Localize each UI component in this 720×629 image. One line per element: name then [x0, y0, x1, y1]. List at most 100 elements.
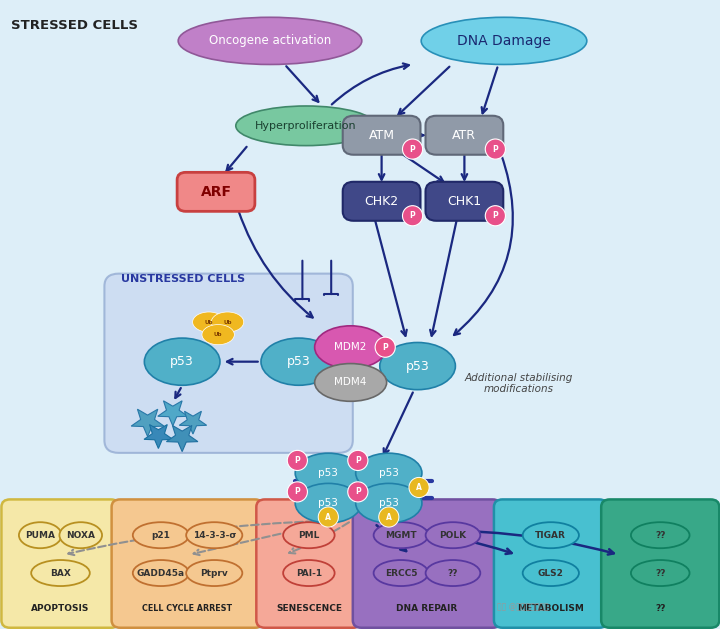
Text: p21: p21: [151, 531, 171, 540]
Ellipse shape: [409, 477, 429, 498]
Ellipse shape: [485, 139, 505, 159]
Polygon shape: [158, 401, 188, 426]
Text: P: P: [492, 145, 498, 153]
Ellipse shape: [485, 206, 505, 226]
FancyBboxPatch shape: [256, 499, 361, 628]
Text: PUMA: PUMA: [25, 531, 55, 540]
Ellipse shape: [283, 522, 335, 548]
Text: METABOLISM: METABOLISM: [518, 604, 584, 613]
Text: Ptprv: Ptprv: [200, 569, 228, 577]
Ellipse shape: [402, 139, 423, 159]
Text: ERCC5: ERCC5: [384, 569, 417, 577]
Ellipse shape: [421, 17, 587, 64]
Text: GLS2: GLS2: [538, 569, 564, 577]
FancyBboxPatch shape: [601, 499, 719, 628]
Ellipse shape: [132, 560, 189, 586]
Ellipse shape: [19, 522, 61, 548]
Text: Ub: Ub: [214, 332, 222, 337]
Text: 知乎 @小熊想回家看雪: 知乎 @小熊想回家看雪: [497, 603, 549, 611]
FancyBboxPatch shape: [343, 116, 420, 155]
Text: Oncogene activation: Oncogene activation: [209, 35, 331, 47]
Text: GADD45a: GADD45a: [137, 569, 185, 577]
Text: MDM4: MDM4: [335, 377, 366, 387]
Text: ??: ??: [655, 604, 665, 613]
Text: P: P: [294, 456, 300, 465]
Ellipse shape: [402, 206, 423, 226]
Text: A: A: [325, 513, 331, 521]
Text: PAI-1: PAI-1: [296, 569, 322, 577]
FancyBboxPatch shape: [343, 182, 420, 221]
FancyBboxPatch shape: [353, 499, 501, 628]
Ellipse shape: [523, 522, 579, 548]
Polygon shape: [166, 425, 198, 452]
Text: A: A: [416, 483, 422, 492]
Text: Ub: Ub: [204, 320, 213, 325]
Text: P: P: [410, 145, 415, 153]
Ellipse shape: [348, 450, 368, 470]
Text: p53: p53: [318, 468, 338, 478]
Text: ??: ??: [448, 569, 458, 577]
Text: ATR: ATR: [452, 129, 477, 142]
Ellipse shape: [186, 560, 243, 586]
Ellipse shape: [31, 560, 90, 586]
Text: Hyperproliferation: Hyperproliferation: [255, 121, 357, 131]
Text: TIGAR: TIGAR: [536, 531, 566, 540]
FancyBboxPatch shape: [104, 274, 353, 453]
Text: p53: p53: [379, 498, 399, 508]
Polygon shape: [131, 409, 164, 437]
Ellipse shape: [375, 337, 395, 357]
Text: ??: ??: [655, 569, 665, 577]
Text: p53: p53: [379, 468, 399, 478]
Ellipse shape: [631, 522, 690, 548]
Ellipse shape: [348, 482, 368, 502]
Ellipse shape: [374, 560, 428, 586]
Ellipse shape: [318, 507, 338, 527]
Text: ATM: ATM: [369, 129, 395, 142]
Text: ARF: ARF: [200, 185, 232, 199]
Text: NOXA: NOXA: [66, 531, 95, 540]
Text: P: P: [382, 343, 388, 352]
Text: DNA Damage: DNA Damage: [457, 34, 551, 48]
Ellipse shape: [283, 560, 335, 586]
Text: STRESSED CELLS: STRESSED CELLS: [11, 19, 138, 32]
Text: A: A: [386, 513, 392, 521]
Text: P: P: [355, 456, 361, 465]
Text: P: P: [355, 487, 361, 496]
Ellipse shape: [295, 453, 361, 493]
Ellipse shape: [287, 450, 307, 470]
FancyBboxPatch shape: [177, 172, 255, 211]
Ellipse shape: [523, 560, 579, 586]
Ellipse shape: [236, 106, 376, 145]
Text: PML: PML: [298, 531, 320, 540]
Text: P: P: [492, 211, 498, 220]
Ellipse shape: [295, 483, 361, 523]
Ellipse shape: [356, 453, 422, 493]
Text: 14-3-3-σ: 14-3-3-σ: [192, 531, 236, 540]
Text: MGMT: MGMT: [385, 531, 417, 540]
Ellipse shape: [426, 560, 480, 586]
FancyBboxPatch shape: [426, 116, 503, 155]
Text: MDM2: MDM2: [335, 342, 366, 352]
Text: P: P: [294, 487, 300, 496]
Ellipse shape: [374, 522, 428, 548]
Text: P: P: [410, 211, 415, 220]
Ellipse shape: [179, 17, 362, 64]
Ellipse shape: [60, 522, 102, 548]
Text: CELL CYCLE ARREST: CELL CYCLE ARREST: [143, 604, 233, 613]
Text: ??: ??: [655, 531, 665, 540]
Ellipse shape: [186, 522, 243, 548]
Text: CHK1: CHK1: [447, 195, 482, 208]
Ellipse shape: [380, 342, 455, 390]
Polygon shape: [179, 411, 207, 434]
Ellipse shape: [379, 507, 399, 527]
Ellipse shape: [315, 326, 387, 369]
Text: Ub: Ub: [223, 320, 232, 325]
Ellipse shape: [202, 325, 235, 345]
Ellipse shape: [145, 338, 220, 385]
Text: p53: p53: [406, 360, 429, 372]
FancyBboxPatch shape: [426, 182, 503, 221]
Polygon shape: [144, 425, 173, 448]
FancyBboxPatch shape: [1, 499, 120, 628]
Text: p53: p53: [171, 355, 194, 368]
Ellipse shape: [356, 483, 422, 523]
